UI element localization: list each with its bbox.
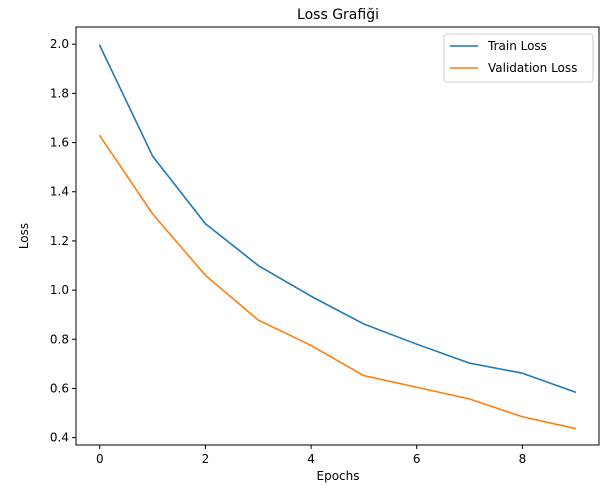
series-line-0 [98,44,577,394]
x-tick-label: 2 [202,452,210,466]
y-tick-label: 1.2 [50,234,69,248]
plot-area [98,44,577,430]
legend-box [443,33,594,83]
legend-entry-1: Validation Loss [488,61,577,75]
series-line-1 [98,134,577,430]
y-tick-label: 0.4 [50,431,69,445]
y-tick-label: 0.6 [50,381,69,395]
y-tick-label: 2.0 [50,37,69,51]
axes-frame [75,26,600,446]
x-tick-label: 6 [413,452,421,466]
chart-title: Loss Grafiği [297,7,379,23]
x-tick-label: 4 [307,452,315,466]
x-tick-label: 0 [96,452,104,466]
y-axis-label: Loss [17,223,31,249]
y-tick-label: 1.6 [50,136,69,150]
legend-entry-0: Train Loss [487,39,547,53]
x-axis-label: Epochs [317,469,360,483]
legend: Train Loss Validation Loss [443,33,594,83]
x-tick-label: 8 [519,452,527,466]
y-tick-label: 1.8 [50,86,69,100]
y-tick-label: 1.4 [50,185,69,199]
axis-ticks: 0 2 4 6 8 0.4 0.6 0.8 1.0 1.2 1.4 1.6 1.8 2.0 [50,37,526,466]
y-tick-label: 0.8 [50,332,69,346]
y-tick-label: 1.0 [50,283,69,297]
